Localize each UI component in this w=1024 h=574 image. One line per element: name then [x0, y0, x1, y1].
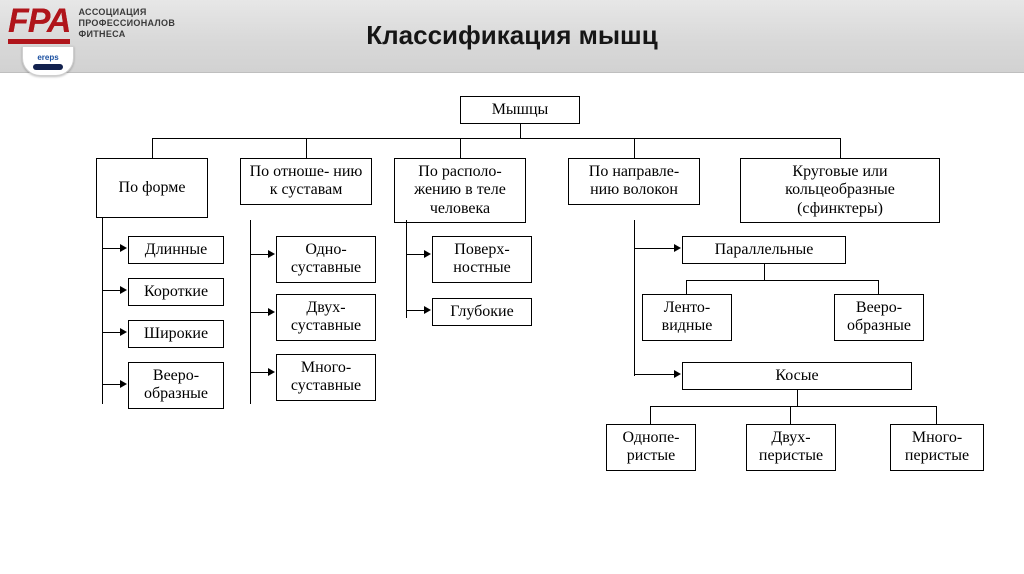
- header: FPA АССОЦИАЦИЯ ПРОФЕССИОНАЛОВ ФИТНЕСА er…: [0, 0, 1024, 73]
- node-location-0: Поверх- ностные: [432, 236, 532, 283]
- node-joints-1: Двух- суставные: [276, 294, 376, 341]
- node-oblique-1: Двух- перистые: [746, 424, 836, 471]
- node-joints-0: Одно- суставные: [276, 236, 376, 283]
- node-oblique-2: Много- перистые: [890, 424, 984, 471]
- org-line-1: АССОЦИАЦИЯ: [78, 7, 175, 18]
- node-location-1: Глубокие: [432, 298, 532, 326]
- node-parallel-1: Вееро- образные: [834, 294, 924, 341]
- node-parallel: Параллельные: [682, 236, 846, 264]
- node-oblique: Косые: [682, 362, 912, 390]
- node-shape: По форме: [96, 158, 208, 218]
- node-joints: По отноше- нию к суставам: [240, 158, 372, 205]
- node-shape-1: Короткие: [128, 278, 224, 306]
- node-parallel-0: Ленто- видные: [642, 294, 732, 341]
- node-shape-3: Вееро- образные: [128, 362, 224, 409]
- ereps-footer-icon: [33, 64, 63, 70]
- node-shape-2: Широкие: [128, 320, 224, 348]
- page-title: Классификация мышц: [0, 20, 1024, 51]
- node-location: По располо- жению в теле человека: [394, 158, 526, 223]
- node-joints-2: Много- суставные: [276, 354, 376, 401]
- node-shape-0: Длинные: [128, 236, 224, 264]
- node-fibers: По направле- нию волокон: [568, 158, 700, 205]
- diagram: Мышцы По форме По отноше- нию к суставам…: [90, 96, 960, 556]
- node-circular: Круговые или кольцеобразные (сфинктеры): [740, 158, 940, 223]
- node-oblique-0: Однопе- ристые: [606, 424, 696, 471]
- node-root: Мышцы: [460, 96, 580, 124]
- ereps-text: ereps: [37, 53, 58, 62]
